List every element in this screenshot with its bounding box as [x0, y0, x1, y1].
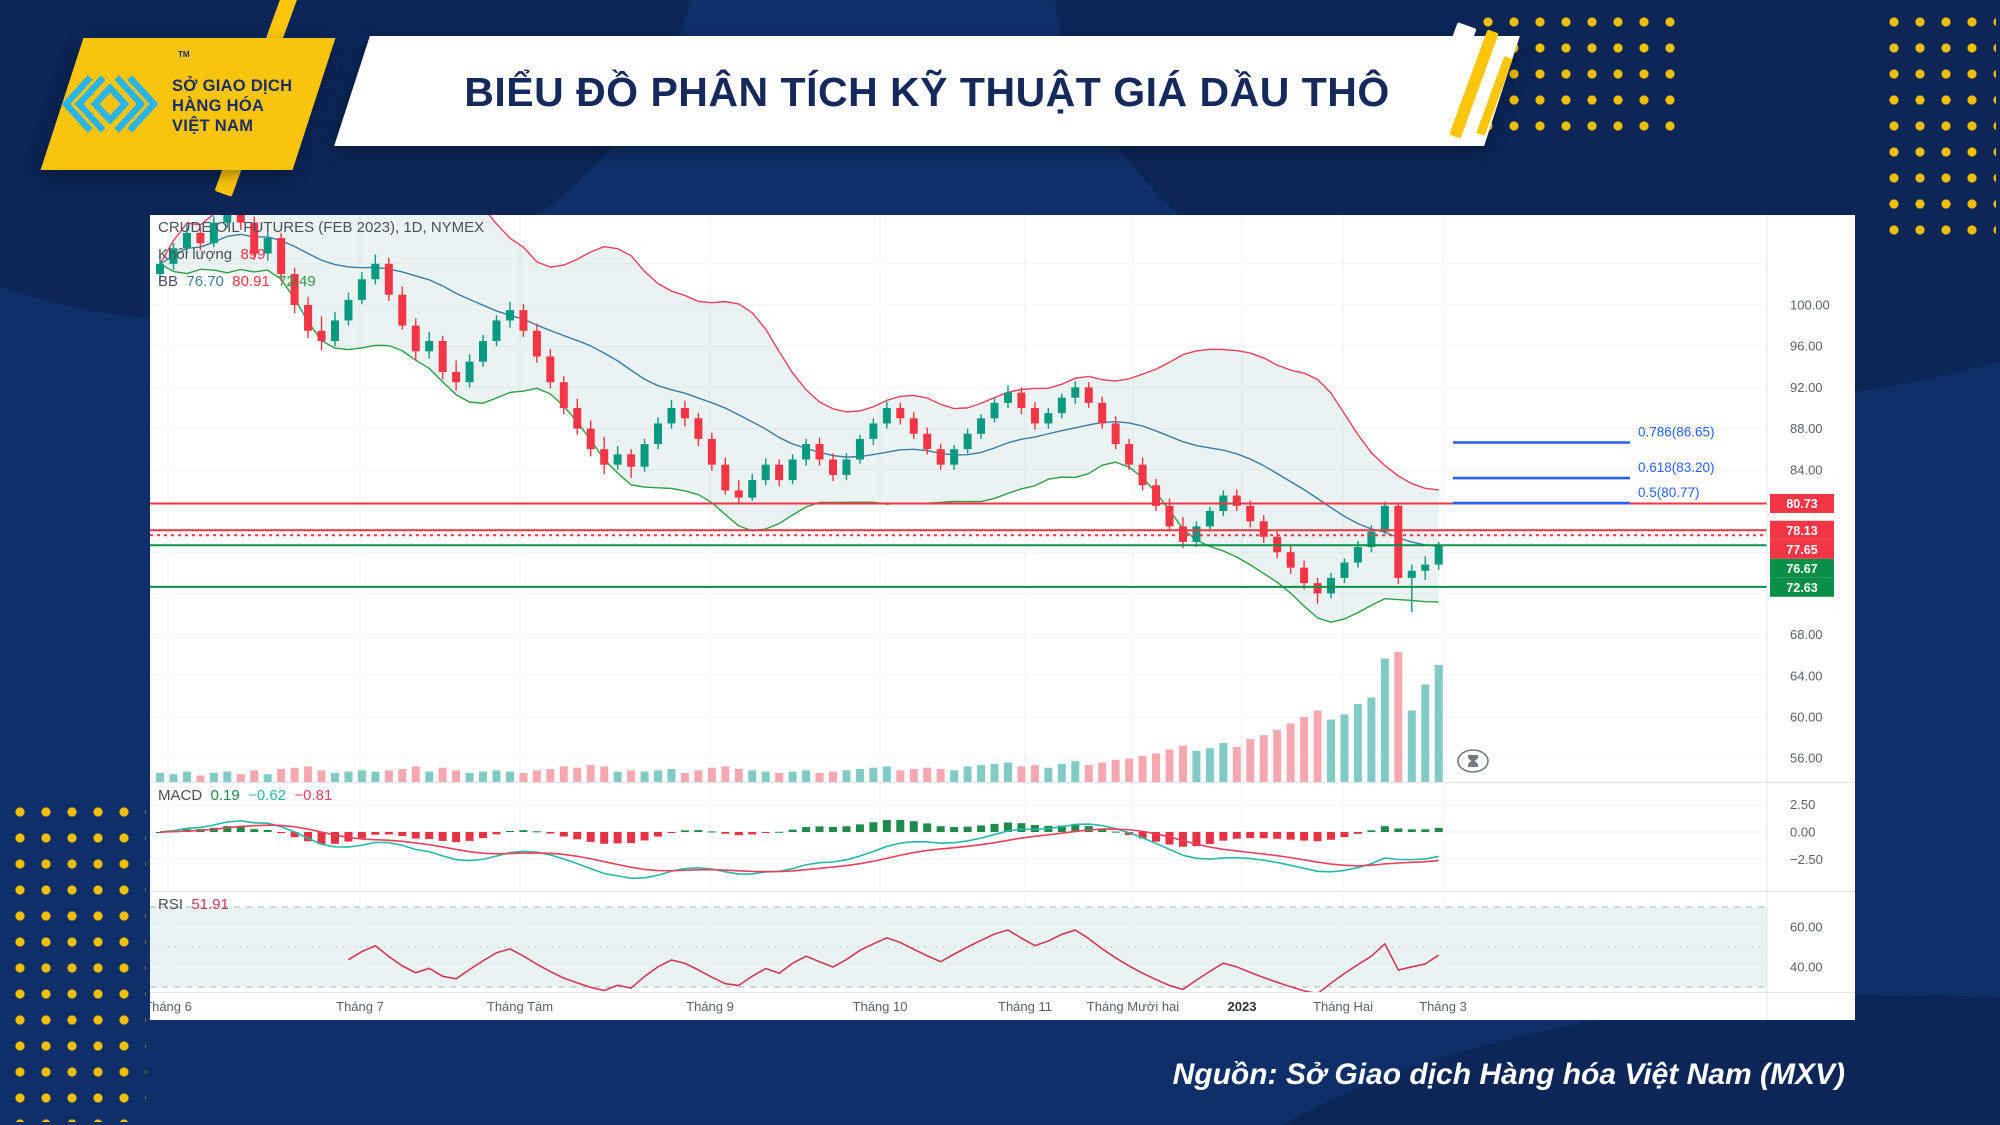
- svg-text:0.786(86.65): 0.786(86.65): [1638, 425, 1715, 440]
- svg-text:0.00: 0.00: [1790, 825, 1815, 840]
- svg-text:Tháng 9: Tháng 9: [686, 999, 734, 1014]
- dot-grid-bottom-left: [4, 796, 146, 1122]
- rsi-legend: RSI 51.91: [158, 896, 229, 913]
- svg-text:Tháng 11: Tháng 11: [998, 999, 1052, 1014]
- svg-text:96.00: 96.00: [1790, 339, 1823, 354]
- svg-text:80.73: 80.73: [1786, 497, 1817, 511]
- svg-text:88.00: 88.00: [1790, 421, 1823, 436]
- dot-grid-right-edge: [1878, 6, 1996, 246]
- svg-text:72.63: 72.63: [1786, 581, 1817, 595]
- delayed-data-timer-icon[interactable]: [1455, 747, 1491, 780]
- mxv-logo: SỞ GIAO DỊCH HÀNG HÓA VIỆT NAM: [58, 48, 320, 164]
- trademark-symbol: TM: [178, 50, 190, 59]
- svg-text:84.00: 84.00: [1790, 462, 1823, 477]
- svg-text:40.00: 40.00: [1790, 960, 1823, 975]
- svg-text:92.00: 92.00: [1790, 380, 1823, 395]
- svg-text:Tháng Hai: Tháng Hai: [1313, 999, 1373, 1014]
- svg-text:−2.50: −2.50: [1790, 852, 1823, 867]
- svg-text:64.00: 64.00: [1790, 668, 1823, 683]
- mxv-logo-mark-icon: [58, 72, 162, 141]
- svg-text:100.00: 100.00: [1790, 298, 1830, 313]
- svg-text:56.00: 56.00: [1790, 751, 1823, 766]
- svg-text:Tháng Mười hai: Tháng Mười hai: [1087, 999, 1179, 1014]
- svg-text:0.618(83.20): 0.618(83.20): [1638, 460, 1715, 475]
- symbol-legend: CRUDE OIL FUTURES (FEB 2023), 1D, NYMEX: [158, 219, 485, 236]
- svg-text:Tháng 3: Tháng 3: [1419, 999, 1467, 1014]
- svg-text:76.67: 76.67: [1786, 562, 1817, 576]
- svg-text:78.13: 78.13: [1786, 524, 1817, 538]
- svg-text:Tháng Tám: Tháng Tám: [487, 999, 553, 1014]
- volume-legend: Khối lượng 899: [158, 246, 266, 263]
- bollinger-legend: BB 76.70 80.91 72.49: [158, 273, 316, 290]
- svg-text:Tháng 6: Tháng 6: [150, 999, 192, 1014]
- price-chart-canvas[interactable]: 0.786(86.65) 0.618(83.20) 0.5(80.77) 100.00…: [150, 215, 1855, 1020]
- svg-text:68.00: 68.00: [1790, 627, 1823, 642]
- page-title: BIỂU ĐỒ PHÂN TÍCH KỸ THUẬT GIÁ DẦU THÔ: [464, 69, 1390, 115]
- macd-legend: MACD 0.19 −0.62 −0.81: [158, 787, 333, 804]
- svg-text:60.00: 60.00: [1790, 710, 1823, 725]
- mxv-logo-text: SỞ GIAO DỊCH HÀNG HÓA VIỆT NAM: [172, 77, 293, 135]
- chart-panel: 0.786(86.65) 0.618(83.20) 0.5(80.77) 100.00…: [150, 215, 1855, 1020]
- source-note: Nguồn: Sở Giao dịch Hàng hóa Việt Nam (M…: [1172, 1058, 1845, 1091]
- svg-text:0.5(80.77): 0.5(80.77): [1638, 485, 1700, 500]
- svg-text:2.50: 2.50: [1790, 797, 1815, 812]
- chart-svg: 0.786(86.65) 0.618(83.20) 0.5(80.77) 100.00…: [150, 215, 1855, 1020]
- svg-text:77.65: 77.65: [1786, 543, 1817, 557]
- svg-text:60.00: 60.00: [1790, 920, 1823, 935]
- svg-text:2023: 2023: [1228, 999, 1257, 1014]
- svg-text:Tháng 10: Tháng 10: [853, 999, 908, 1014]
- svg-text:Tháng 7: Tháng 7: [336, 999, 384, 1014]
